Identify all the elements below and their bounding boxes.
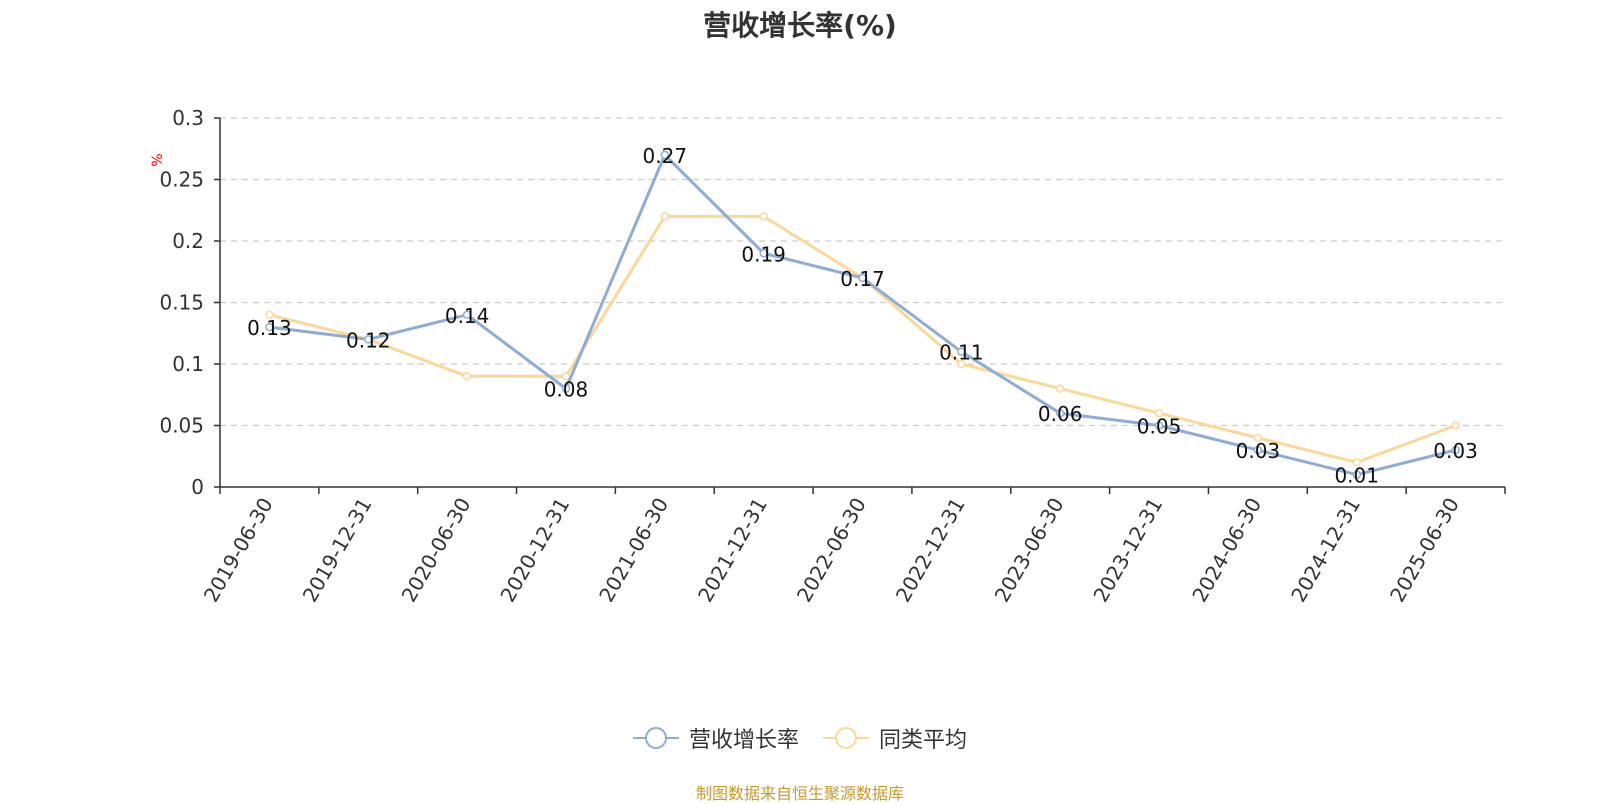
legend-circle bbox=[835, 727, 857, 749]
y-tick-label: 0.25 bbox=[159, 168, 204, 192]
data-label: 0.17 bbox=[840, 267, 885, 291]
data-point bbox=[265, 322, 274, 332]
legend: 营收增长率 同类平均 bbox=[0, 722, 1600, 754]
x-tick-label: 2024-12-31 bbox=[1286, 494, 1365, 607]
data-point bbox=[561, 384, 571, 393]
x-tick-label: 2024-06-30 bbox=[1187, 494, 1266, 607]
data-point bbox=[1055, 408, 1065, 418]
axes: 0 0.05 0.1 0.15 0.2 0.25 0.3 2019-06-30 2019-12-… bbox=[159, 106, 1506, 607]
chart-title: 营收增长率(%) bbox=[703, 9, 897, 42]
y-tick-label: 0 bbox=[191, 475, 204, 499]
data-labels: 0.13 0.12 0.14 0.08 0.27 0.19 0.17 0.11 0.06 0.05… bbox=[247, 144, 1478, 488]
y-tick-label: 0.15 bbox=[159, 291, 204, 315]
data-point bbox=[660, 212, 670, 221]
x-tick-label: 2025-06-30 bbox=[1385, 494, 1464, 607]
x-tick-label: 2023-12-31 bbox=[1088, 494, 1167, 607]
legend-item[interactable]: 营收增长率 bbox=[632, 722, 799, 754]
data-label: 0.13 bbox=[247, 316, 292, 340]
legend-label: 同类平均 bbox=[879, 728, 968, 753]
data-point bbox=[462, 310, 472, 320]
data-label: 0.19 bbox=[741, 242, 786, 266]
data-point bbox=[1253, 433, 1263, 443]
y-tick-label: 0.05 bbox=[159, 414, 204, 438]
x-tick-label: 2023-06-30 bbox=[990, 494, 1069, 607]
data-point bbox=[957, 359, 966, 369]
x-tick-label: 2021-06-30 bbox=[594, 494, 673, 607]
data-point bbox=[1154, 408, 1164, 418]
x-tick-label: 2019-12-31 bbox=[298, 494, 377, 607]
data-point bbox=[1451, 421, 1460, 430]
data-point bbox=[759, 212, 768, 221]
x-tick-label: 2019-06-30 bbox=[199, 494, 278, 607]
data-point bbox=[364, 335, 373, 344]
data-label: 0.27 bbox=[643, 144, 688, 168]
data-point bbox=[1352, 458, 1361, 467]
x-tick-label: 2022-06-30 bbox=[792, 494, 871, 607]
x-tick-label: 2020-06-30 bbox=[397, 493, 476, 606]
data-label: 0.12 bbox=[346, 328, 391, 352]
data-point bbox=[265, 310, 274, 320]
data-point bbox=[561, 372, 571, 381]
data-label: 0.06 bbox=[1038, 402, 1083, 426]
data-point bbox=[462, 372, 472, 381]
data-label: 0.03 bbox=[1236, 439, 1281, 463]
y-tick-label: 0.2 bbox=[172, 229, 204, 253]
legend-label: 营收增长率 bbox=[688, 728, 799, 753]
data-label: 0.05 bbox=[1137, 415, 1182, 439]
data-point bbox=[1253, 445, 1263, 455]
data-label: 0.03 bbox=[1433, 439, 1478, 463]
legend-marker-icon bbox=[823, 727, 869, 749]
legend-circle bbox=[644, 727, 667, 749]
data-point bbox=[858, 273, 867, 283]
data-label: 0.11 bbox=[939, 341, 984, 365]
y-axis-label: % bbox=[150, 153, 166, 166]
y-tick-label: 0.3 bbox=[172, 106, 204, 130]
data-point bbox=[759, 249, 768, 258]
data-point bbox=[1451, 445, 1460, 455]
legend-marker-icon bbox=[632, 727, 679, 749]
x-tick-label: 2022-12-31 bbox=[891, 494, 970, 607]
x-tick-label: 2021-12-31 bbox=[693, 494, 772, 607]
legend-item[interactable]: 同类平均 bbox=[823, 722, 967, 754]
data-label: 0.14 bbox=[445, 304, 490, 328]
data-point bbox=[1055, 384, 1065, 393]
data-point bbox=[660, 150, 670, 160]
source-note: 制图数据来自恒生聚源数据库 bbox=[695, 784, 904, 803]
data-point bbox=[1154, 421, 1164, 430]
x-tick-label: 2020-12-31 bbox=[495, 494, 574, 607]
y-tick-label: 0.1 bbox=[172, 352, 204, 376]
data-label: 0.08 bbox=[544, 378, 589, 402]
data-point bbox=[957, 347, 966, 356]
data-label: 0.01 bbox=[1334, 464, 1379, 488]
series bbox=[265, 150, 1460, 479]
data-point bbox=[1352, 470, 1361, 479]
